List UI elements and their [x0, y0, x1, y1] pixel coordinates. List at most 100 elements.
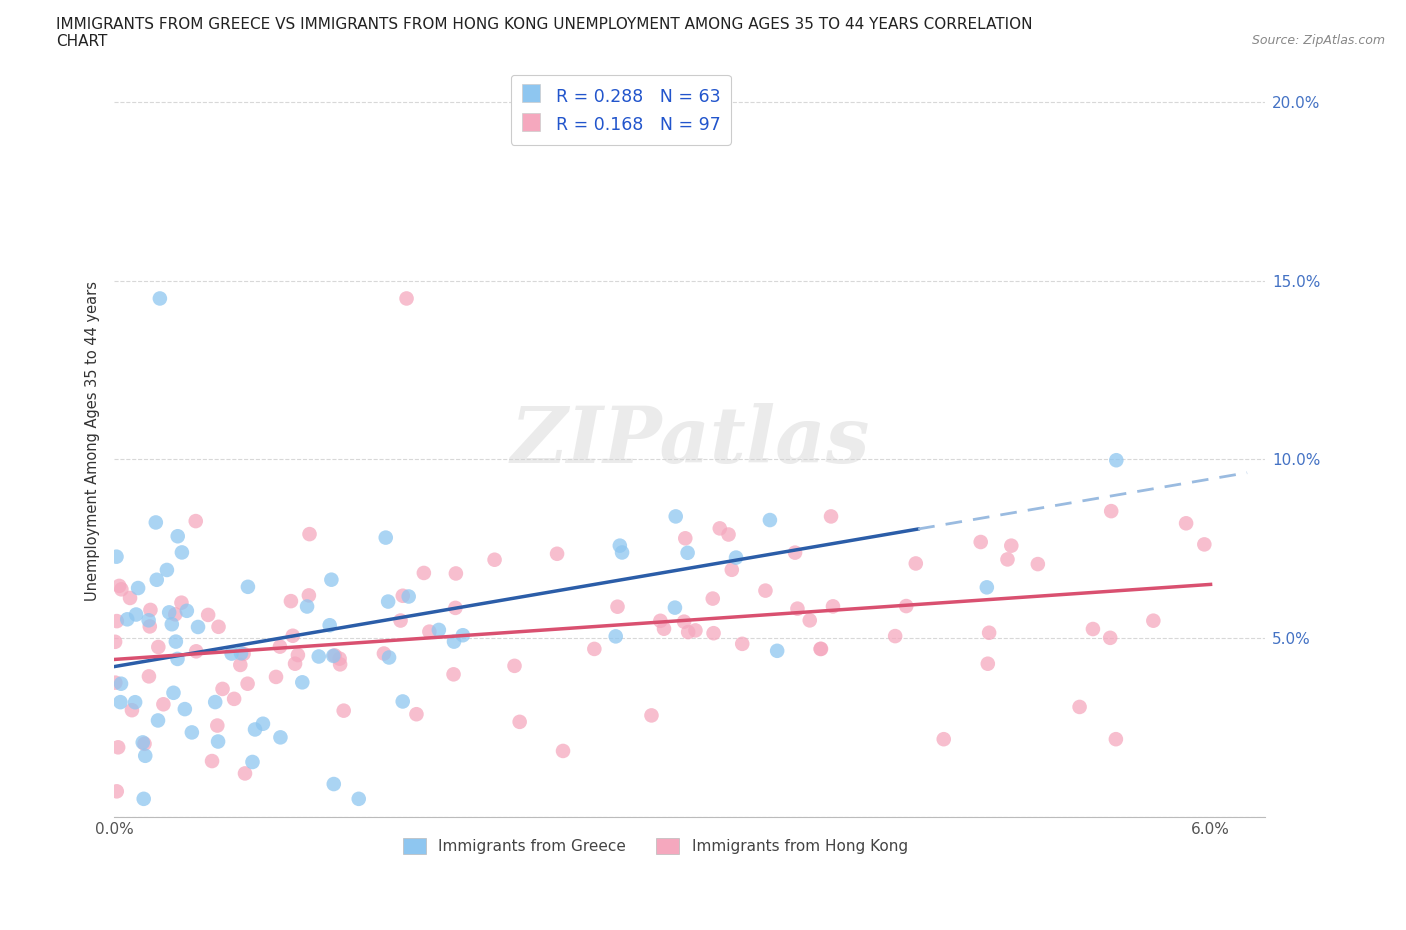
Point	[125, 607, 148, 622]
Point	[105, 784, 128, 799]
Text: CHART: CHART	[56, 34, 108, 49]
Point	[444, 601, 467, 616]
Point	[1026, 557, 1049, 572]
Point	[1099, 504, 1122, 519]
Text: IMMIGRANTS FROM GREECE VS IMMIGRANTS FROM HONG KONG UNEMPLOYMENT AMONG AGES 35 T: IMMIGRANTS FROM GREECE VS IMMIGRANTS FRO…	[56, 17, 1033, 32]
Point	[124, 695, 146, 710]
Point	[609, 538, 631, 553]
Point	[664, 600, 686, 615]
Point	[676, 625, 699, 640]
Point	[145, 515, 167, 530]
Point	[264, 670, 287, 684]
Point	[287, 647, 309, 662]
Point	[389, 613, 412, 628]
Point	[127, 580, 149, 595]
Point	[118, 591, 141, 605]
Point	[152, 697, 174, 711]
Point	[1000, 538, 1022, 553]
Point	[281, 629, 304, 644]
Point	[673, 531, 696, 546]
Point	[139, 619, 162, 634]
Point	[170, 545, 193, 560]
Text: ZIPatlas: ZIPatlas	[510, 404, 869, 480]
Point	[1105, 732, 1128, 747]
Y-axis label: Unemployment Among Ages 35 to 44 years: Unemployment Among Ages 35 to 44 years	[86, 282, 100, 602]
Point	[329, 651, 352, 666]
Point	[284, 657, 307, 671]
Point	[1194, 537, 1216, 551]
Point	[551, 743, 574, 758]
Point	[731, 636, 754, 651]
Point	[252, 716, 274, 731]
Point	[318, 618, 340, 632]
Point	[148, 640, 170, 655]
Point	[720, 563, 742, 578]
Point	[207, 619, 229, 634]
Point	[298, 526, 321, 541]
Point	[970, 535, 993, 550]
Point	[979, 625, 1001, 640]
Point	[976, 580, 998, 595]
Point	[180, 725, 202, 740]
Point	[1069, 699, 1091, 714]
Point	[110, 582, 132, 597]
Point	[224, 691, 246, 706]
Point	[134, 749, 156, 764]
Point	[308, 649, 330, 664]
Point	[162, 685, 184, 700]
Point	[444, 566, 467, 581]
Point	[104, 675, 127, 690]
Point	[405, 707, 427, 722]
Point	[977, 657, 1000, 671]
Point	[412, 565, 434, 580]
Point	[221, 646, 243, 661]
Point	[146, 713, 169, 728]
Point	[997, 552, 1019, 567]
Point	[583, 642, 606, 657]
Point	[1081, 621, 1104, 636]
Point	[176, 604, 198, 618]
Point	[703, 626, 725, 641]
Point	[799, 613, 821, 628]
Point	[166, 652, 188, 667]
Point	[236, 676, 259, 691]
Point	[373, 646, 395, 661]
Point	[546, 546, 568, 561]
Legend: Immigrants from Greece, Immigrants from Hong Kong: Immigrants from Greece, Immigrants from …	[395, 830, 915, 861]
Point	[724, 551, 747, 565]
Point	[165, 607, 187, 622]
Point	[243, 722, 266, 737]
Point	[509, 714, 531, 729]
Point	[821, 599, 844, 614]
Point	[156, 563, 179, 578]
Point	[702, 591, 724, 606]
Point	[132, 791, 155, 806]
Point	[157, 604, 180, 619]
Point	[117, 612, 139, 627]
Point	[398, 589, 420, 604]
Point	[443, 667, 465, 682]
Point	[322, 777, 344, 791]
Point	[347, 791, 370, 806]
Point	[149, 291, 172, 306]
Point	[1105, 453, 1128, 468]
Point	[211, 682, 233, 697]
Point	[242, 754, 264, 769]
Point	[145, 572, 167, 587]
Point	[605, 629, 627, 644]
Point	[685, 623, 707, 638]
Point	[783, 545, 806, 560]
Point	[207, 734, 229, 749]
Point	[138, 613, 160, 628]
Point	[197, 607, 219, 622]
Point	[650, 614, 672, 629]
Point	[187, 619, 209, 634]
Point	[391, 694, 413, 709]
Text: Source: ZipAtlas.com: Source: ZipAtlas.com	[1251, 34, 1385, 47]
Point	[132, 735, 155, 750]
Point	[810, 642, 832, 657]
Point	[236, 579, 259, 594]
Point	[503, 658, 526, 673]
Point	[105, 550, 128, 565]
Point	[709, 521, 731, 536]
